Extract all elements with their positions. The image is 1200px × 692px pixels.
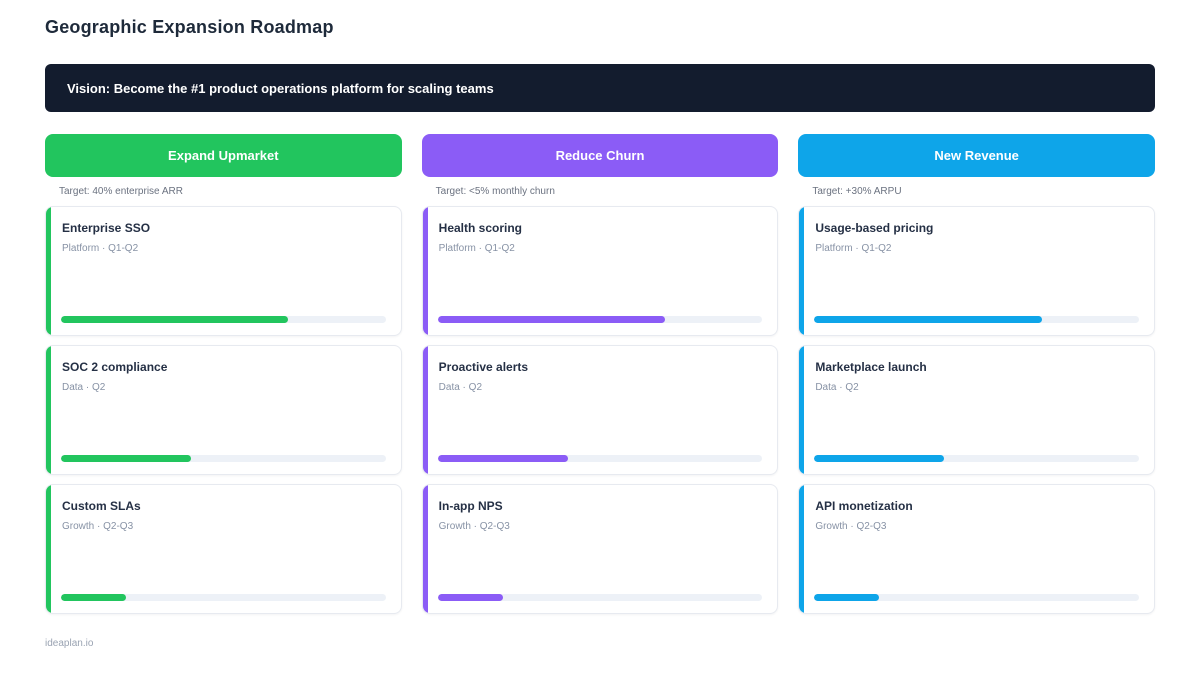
card-meta: Data · Q2 [815, 382, 859, 393]
card-meta: Growth · Q2-Q3 [62, 521, 134, 532]
progress-bar [437, 594, 763, 601]
column-cards: Health scoring Platform · Q1-Q2 Proactiv… [421, 206, 779, 614]
card-accent-bar [799, 346, 805, 474]
card-accent-bar [799, 207, 805, 335]
progress-bar [61, 455, 386, 462]
column-header[interactable]: Expand Upmarket [45, 134, 402, 177]
card-title: Enterprise SSO [62, 221, 151, 235]
footer-watermark: ideaplan.io [45, 638, 94, 649]
column-target-label: Target: <5% monthly churn [435, 186, 555, 197]
vision-text: Vision: Become the #1 product operations… [67, 80, 494, 96]
progress-bar [61, 316, 386, 323]
roadmap-column: Expand Upmarket Target: 40% enterprise A… [45, 134, 402, 614]
progress-fill [437, 316, 665, 323]
roadmap-page: Geographic Expansion Roadmap Vision: Bec… [0, 17, 1200, 649]
roadmap-columns: Expand Upmarket Target: 40% enterprise A… [45, 134, 1155, 614]
card-meta: Platform · Q1-Q2 [815, 243, 892, 254]
roadmap-column: Reduce Churn Target: <5% monthly churn H… [421, 134, 779, 614]
card-accent-bar [46, 207, 51, 335]
card-title: Health scoring [438, 221, 523, 235]
card-meta: Growth · Q2-Q3 [815, 521, 887, 532]
card-title: Proactive alerts [438, 360, 529, 374]
column-header[interactable]: Reduce Churn [421, 134, 779, 177]
initiative-card[interactable]: Enterprise SSO Platform · Q1-Q2 [45, 206, 402, 336]
initiative-card[interactable]: Custom SLAs Growth · Q2-Q3 [45, 484, 402, 614]
column-target-label: Target: +30% ARPU [812, 186, 902, 197]
card-accent-bar [46, 346, 51, 474]
initiative-card[interactable]: Proactive alerts Data · Q2 [421, 345, 779, 475]
progress-bar [814, 316, 1139, 323]
page-title: Geographic Expansion Roadmap [45, 17, 334, 37]
column-header[interactable]: New Revenue [798, 134, 1155, 177]
card-title: API monetization [815, 499, 913, 513]
card-accent-bar [422, 207, 428, 335]
column-cards: Enterprise SSO Platform · Q1-Q2 SOC 2 co… [45, 206, 402, 614]
initiative-card[interactable]: SOC 2 compliance Data · Q2 [45, 345, 402, 475]
progress-bar [437, 455, 763, 462]
initiative-card[interactable]: Marketplace launch Data · Q2 [798, 345, 1155, 475]
column-target-label: Target: 40% enterprise ARR [59, 186, 183, 197]
initiative-card[interactable]: Usage-based pricing Platform · Q1-Q2 [798, 206, 1155, 336]
card-accent-bar [46, 485, 51, 613]
card-title: Custom SLAs [62, 499, 141, 513]
card-title: In-app NPS [438, 499, 503, 513]
initiative-card[interactable]: API monetization Growth · Q2-Q3 [798, 484, 1155, 614]
column-cards: Usage-based pricing Platform · Q1-Q2 Mar… [798, 206, 1155, 614]
card-title: SOC 2 compliance [62, 360, 168, 374]
progress-fill [61, 455, 191, 462]
progress-fill [61, 316, 289, 323]
card-accent-bar [422, 485, 428, 613]
progress-fill [61, 594, 126, 601]
progress-bar [61, 594, 386, 601]
progress-fill [437, 455, 568, 462]
card-accent-bar [422, 346, 428, 474]
card-meta: Platform · Q1-Q2 [438, 243, 515, 254]
progress-fill [814, 455, 945, 462]
card-meta: Growth · Q2-Q3 [438, 521, 510, 532]
card-title: Marketplace launch [815, 360, 927, 374]
card-meta: Platform · Q1-Q2 [62, 243, 139, 254]
initiative-card[interactable]: Health scoring Platform · Q1-Q2 [421, 206, 779, 336]
progress-bar [814, 455, 1139, 462]
vision-banner: Vision: Become the #1 product operations… [45, 64, 1155, 112]
card-meta: Data · Q2 [438, 382, 483, 393]
progress-bar [437, 316, 763, 323]
card-accent-bar [799, 485, 805, 613]
roadmap-column: New Revenue Target: +30% ARPU Usage-base… [798, 134, 1155, 614]
card-title: Usage-based pricing [815, 221, 934, 235]
initiative-card[interactable]: In-app NPS Growth · Q2-Q3 [421, 484, 779, 614]
progress-fill [437, 594, 503, 601]
progress-fill [814, 594, 880, 601]
progress-fill [814, 316, 1042, 323]
progress-bar [814, 594, 1139, 601]
card-meta: Data · Q2 [62, 382, 106, 393]
